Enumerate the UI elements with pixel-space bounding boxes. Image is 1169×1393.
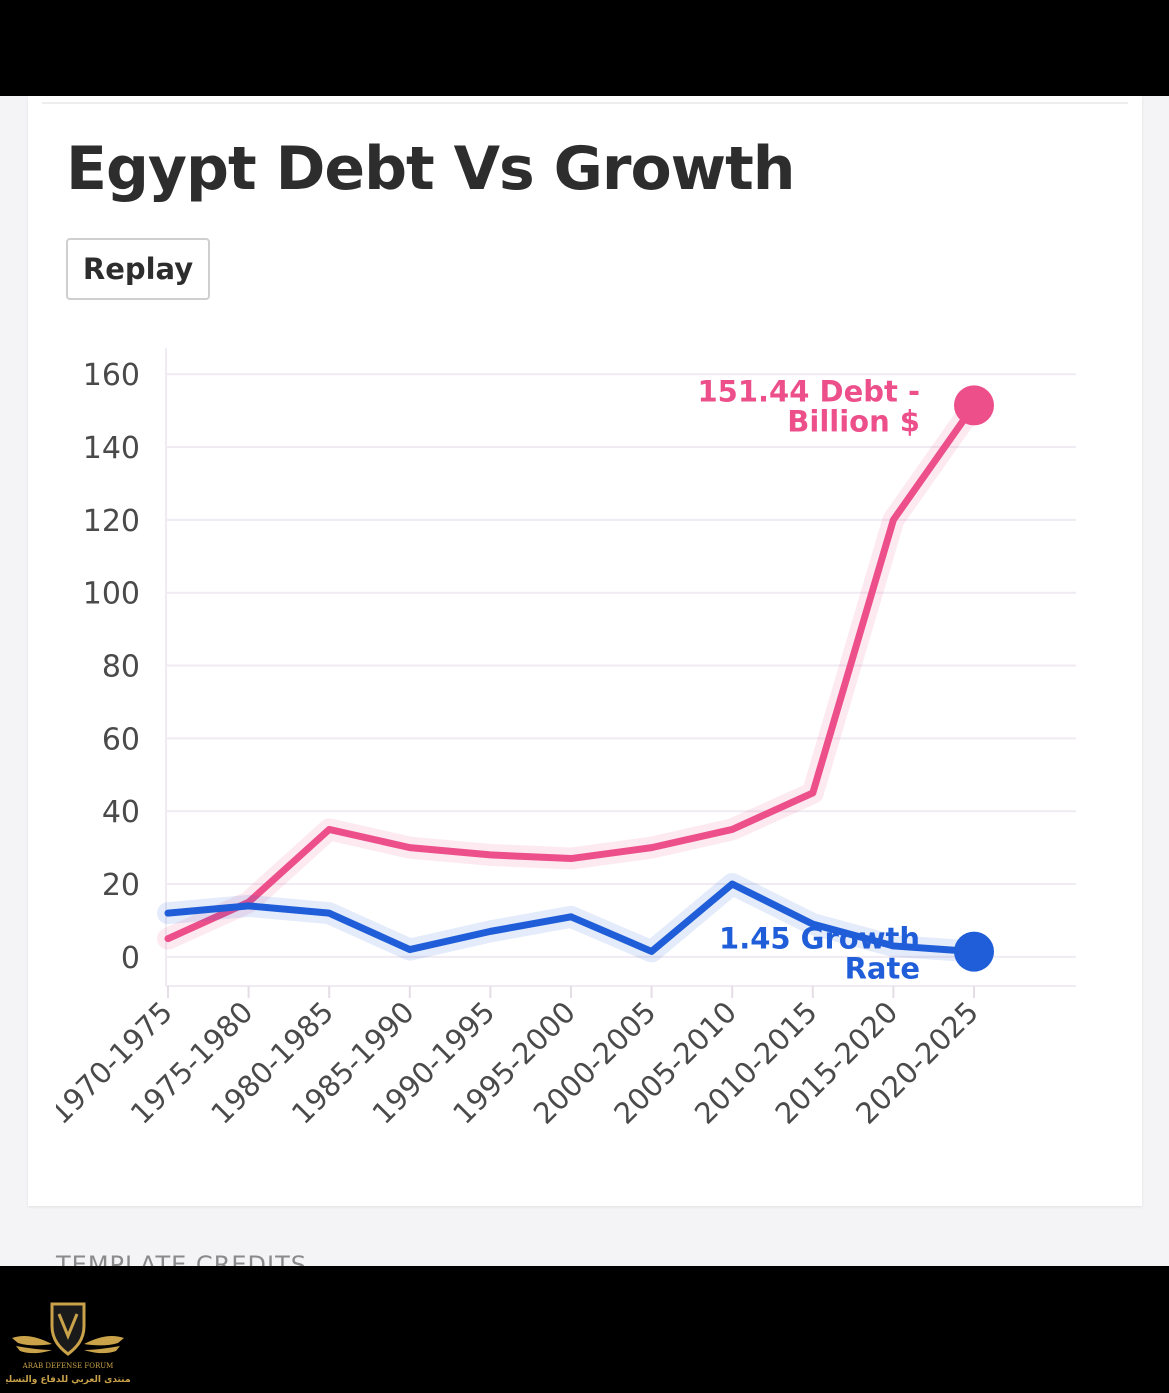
data-point [809, 789, 816, 796]
page-title: Egypt Debt Vs Growth [66, 134, 796, 204]
data-point [568, 913, 575, 920]
y-tick-label: 60 [102, 722, 140, 757]
y-tick-label: 40 [102, 795, 140, 830]
data-point [165, 935, 172, 942]
data-point [245, 902, 252, 909]
data-point [648, 948, 655, 955]
data-point [568, 855, 575, 862]
left-wing-icon [12, 1336, 52, 1354]
data-point [648, 844, 655, 851]
data-point [487, 851, 494, 858]
y-tick-label: 80 [102, 650, 140, 685]
watermark-logo-icon: ARAB DEFENSE FORUM المنتدى العربي للدفاع… [6, 1302, 130, 1385]
debt-end-marker [954, 385, 994, 426]
growth-end-label-unit: Rate [845, 952, 920, 986]
growth-series-line [164, 880, 978, 956]
y-tick-label: 20 [102, 868, 140, 903]
right-wing-icon [84, 1336, 124, 1354]
shield-icon [50, 1302, 86, 1356]
data-point [729, 881, 736, 888]
divider [42, 102, 1128, 104]
data-point [165, 910, 172, 917]
growth-end-label: 1.45 Growth [719, 922, 920, 956]
data-point [890, 516, 897, 523]
data-point [406, 844, 413, 851]
y-tick-label: 100 [83, 577, 140, 612]
chart-card: Egypt Debt Vs Growth Replay 0 20 40 60 80 100… [28, 96, 1142, 1206]
debt-series-line [164, 401, 978, 943]
watermark-line2: المنتدى العربي للدفاع والتسليح [6, 1375, 130, 1385]
data-point [406, 946, 413, 953]
y-tick-label: 120 [83, 504, 140, 539]
y-tick-label: 140 [83, 431, 140, 466]
data-point [487, 928, 494, 935]
debt-end-label-unit: Billion $ [787, 404, 920, 438]
line-chart: 0204060801001201401601970-19751975-19801… [56, 348, 1076, 1131]
data-point [326, 826, 333, 833]
watermark-line1: ARAB DEFENSE FORUM [22, 1362, 114, 1370]
data-point [729, 826, 736, 833]
shield-mark-icon [57, 1313, 79, 1340]
growth-end-marker [954, 931, 994, 972]
replay-button[interactable]: Replay [66, 238, 210, 300]
y-tick-label: 0 [121, 941, 140, 976]
page: Egypt Debt Vs Growth Replay 0 20 40 60 80 100… [0, 96, 1169, 1266]
debt-end-label: 151.44 Debt - [698, 374, 921, 408]
template-credits-heading: TEMPLATE CREDITS [56, 1251, 307, 1266]
y-tick-label: 160 [83, 358, 140, 393]
data-point [326, 910, 333, 917]
